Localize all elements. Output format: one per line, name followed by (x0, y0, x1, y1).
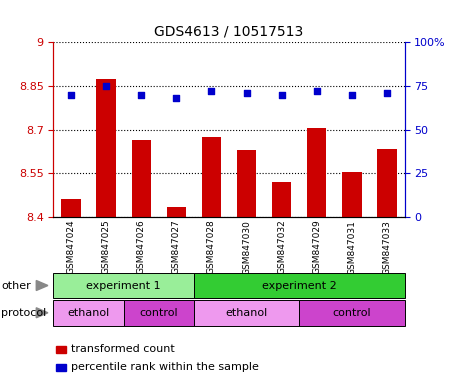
Point (208, 88, 215, 94)
Bar (377, 149, 397, 217)
Bar (342, 172, 362, 217)
Point (102, 83, 110, 89)
Bar (132, 140, 151, 217)
Point (313, 88, 320, 94)
Text: experiment 1: experiment 1 (86, 280, 161, 291)
Text: experiment 2: experiment 2 (262, 280, 337, 291)
Text: transformed count: transformed count (71, 344, 174, 354)
Bar (96, 79, 116, 217)
Bar (202, 137, 221, 217)
Text: ethanol: ethanol (67, 308, 110, 318)
Bar (166, 207, 186, 217)
Bar (272, 182, 292, 217)
Text: percentile rank within the sample: percentile rank within the sample (71, 362, 259, 372)
Bar (307, 128, 326, 217)
Point (348, 92, 356, 98)
Point (278, 92, 286, 98)
Text: control: control (332, 308, 371, 318)
Point (173, 95, 180, 101)
Text: control: control (140, 308, 178, 318)
Point (243, 90, 250, 96)
Point (383, 90, 391, 96)
Point (67, 92, 75, 98)
Point (138, 92, 145, 98)
Text: protocol: protocol (1, 308, 47, 318)
Bar (61, 199, 81, 217)
Text: ethanol: ethanol (226, 308, 268, 318)
Bar (237, 150, 256, 217)
Title: GDS4613 / 10517513: GDS4613 / 10517513 (154, 24, 304, 38)
Text: other: other (1, 280, 31, 291)
